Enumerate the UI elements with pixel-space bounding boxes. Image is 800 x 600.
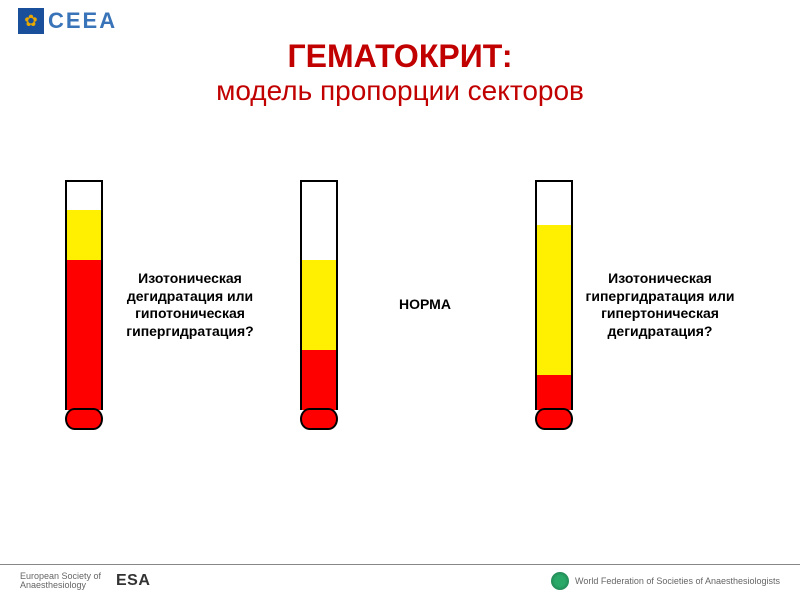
tube-body	[300, 180, 338, 410]
tube-caption-right: Изотоническая гипергидратация или гиперт…	[585, 270, 735, 340]
footer-left: European Society of Anaesthesiology ESA	[20, 572, 150, 590]
plasma-layer	[67, 210, 101, 260]
footer-bar: European Society of Anaesthesiology ESA …	[0, 564, 800, 596]
ceea-emblem-icon: ✿	[18, 8, 44, 34]
test-tube-center	[300, 180, 338, 430]
tube-group-center: НОРМА	[300, 180, 500, 430]
tube-group-left: Изотоническая дегидратация или гипотонич…	[65, 180, 265, 430]
tube-body	[65, 180, 103, 410]
plasma-layer	[302, 260, 336, 350]
rbc-layer	[537, 375, 571, 410]
wfsa-globe-icon	[551, 572, 569, 590]
rbc-layer	[67, 260, 101, 410]
plasma-layer	[537, 225, 571, 375]
tube-bottom-cap	[65, 408, 103, 430]
esa-small-text: European Society of Anaesthesiology	[20, 572, 110, 590]
footer-right: World Federation of Societies of Anaesth…	[551, 572, 780, 590]
tube-bottom-cap	[535, 408, 573, 430]
title-subtitle: модель пропорции секторов	[0, 75, 800, 107]
esa-logo-text: ESA	[116, 572, 150, 590]
ceea-logo-text: CEEA	[48, 8, 117, 34]
tubes-row: Изотоническая дегидратация или гипотонич…	[0, 180, 800, 430]
wfsa-text: World Federation of Societies of Anaesth…	[575, 576, 780, 586]
tube-caption-left: Изотоническая дегидратация или гипотонич…	[115, 270, 265, 340]
test-tube-right	[535, 180, 573, 430]
tube-caption-center: НОРМА	[350, 296, 500, 314]
rbc-layer	[302, 350, 336, 410]
test-tube-left	[65, 180, 103, 430]
title-main: ГЕМАТОКРИТ:	[0, 38, 800, 75]
tube-bottom-cap	[300, 408, 338, 430]
ceea-logo: ✿ CEEA	[18, 8, 117, 34]
tube-body	[535, 180, 573, 410]
tube-group-right: Изотоническая гипергидратация или гиперт…	[535, 180, 735, 430]
title-block: ГЕМАТОКРИТ: модель пропорции секторов	[0, 38, 800, 107]
